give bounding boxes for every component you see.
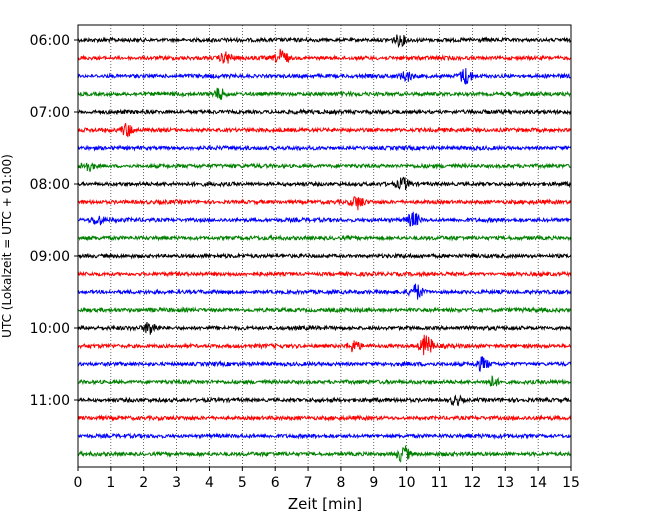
trace-row-0730 <box>77 144 572 152</box>
trace-row-0900 <box>77 252 572 260</box>
trace-row-1100 <box>77 394 572 407</box>
trace-row-1000 <box>77 322 572 335</box>
y-tick-label: 07:00 <box>30 105 70 121</box>
trace-row-1015 <box>77 334 572 356</box>
trace-row-0945 <box>77 306 572 314</box>
trace-row-0800 <box>77 176 572 191</box>
x-tick-label: 1 <box>106 475 115 491</box>
y-axis-label: UTC (Lokalzeit = UTC + 01:00) <box>0 154 14 338</box>
trace-row-0915 <box>77 270 572 278</box>
x-tick-label: 8 <box>336 475 345 491</box>
trace-row-1145 <box>77 445 572 463</box>
trace-row-0700 <box>77 108 572 116</box>
x-axis-label: Zeit [min] <box>288 495 362 513</box>
trace-row-0830 <box>77 211 572 227</box>
x-tick-label: 4 <box>205 475 214 491</box>
trace-row-0630 <box>77 68 572 86</box>
trace-group <box>77 34 572 463</box>
trace-row-0715 <box>77 123 572 138</box>
x-tick-label: 12 <box>463 475 481 491</box>
trace-row-1130 <box>77 432 572 440</box>
x-tick-label: 2 <box>139 475 148 491</box>
x-tick-label: 0 <box>74 475 83 491</box>
trace-row-0845 <box>77 233 572 242</box>
x-tick-label: 13 <box>496 475 514 491</box>
trace-row-1030 <box>77 356 572 372</box>
y-tick-label: 06:00 <box>30 33 70 49</box>
trace-row-0745 <box>77 162 572 172</box>
x-tick-label: 9 <box>369 475 378 491</box>
x-tick-label: 6 <box>271 475 280 491</box>
trace-row-1045 <box>77 375 572 387</box>
y-tick-label: 11:00 <box>30 393 70 409</box>
y-axis: 06:00 07:00 08:00 09:00 10:00 11:00 <box>30 33 78 409</box>
y-tick-label: 09:00 <box>30 249 70 265</box>
x-tick-label: 14 <box>529 475 547 491</box>
x-tick-label: 3 <box>172 475 181 491</box>
trace-row-0615 <box>77 48 572 64</box>
trace-row-0645 <box>77 87 572 100</box>
trace-row-1115 <box>77 414 572 422</box>
x-tick-label: 15 <box>562 475 580 491</box>
x-tick-label: 7 <box>304 475 313 491</box>
x-tick-label: 11 <box>431 475 449 491</box>
x-tick-label: 5 <box>238 475 247 491</box>
trace-row-0815 <box>77 196 572 211</box>
trace-row-0930 <box>77 283 572 300</box>
y-tick-label: 10:00 <box>30 321 70 337</box>
x-tick-label: 10 <box>398 475 416 491</box>
trace-row-0600 <box>77 34 572 49</box>
y-tick-label: 08:00 <box>30 177 70 193</box>
plot-frame <box>77 24 572 468</box>
x-axis: 0 1 2 3 4 5 6 7 8 9 10 11 12 13 14 15 <box>74 467 580 491</box>
